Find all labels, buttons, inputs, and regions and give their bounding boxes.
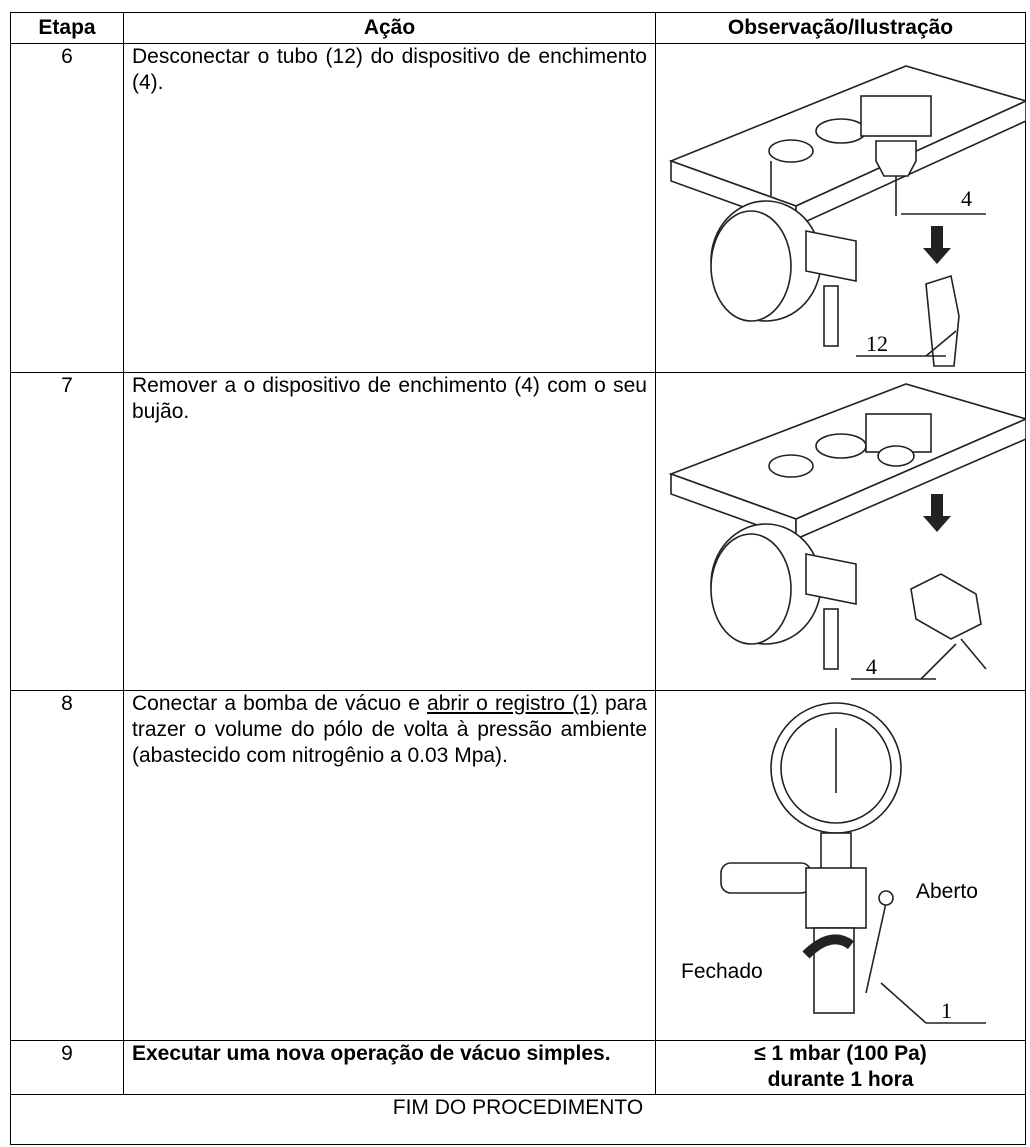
drawing: 1 Aberto Fechado bbox=[681, 702, 986, 1024]
action-text: Conectar a bomba de vácuo e bbox=[132, 692, 428, 715]
footer: FIM DO PROCEDIMENTO bbox=[10, 1094, 1026, 1145]
part-label: 4 bbox=[866, 654, 877, 679]
header-cell: Etapa bbox=[10, 12, 124, 44]
footer-row: FIM DO PROCEDIMENTO bbox=[10, 1094, 1026, 1145]
row: 9 Executar uma nova operação de vácuo si… bbox=[10, 1040, 1026, 1095]
illustration: 1 Aberto Fechado bbox=[655, 690, 1026, 1041]
position-label: Fechado bbox=[681, 960, 763, 983]
step: 8 bbox=[10, 690, 124, 1041]
action-emphasis: abrir o registro (1) bbox=[427, 692, 598, 715]
observation-line: durante 1 hora bbox=[767, 1068, 914, 1091]
observation-line: ≤ 1 mbar (100 Pa) bbox=[754, 1042, 927, 1065]
part-label: 12 bbox=[866, 331, 888, 356]
drawing: 4 12 bbox=[668, 64, 1026, 367]
action: Remover a o dispositivo de enchimento (4… bbox=[123, 372, 656, 691]
action-text: para trazer o volume do pólo de volta à … bbox=[132, 692, 647, 767]
step: 7 bbox=[10, 372, 124, 691]
action: Desconectar o tubo (12) do dispositivo d… bbox=[123, 43, 656, 373]
part-label: 1 bbox=[941, 998, 952, 1023]
row: 6 Desconectar o tubo (12) do dispositivo… bbox=[10, 43, 1026, 373]
position-label: Aberto bbox=[916, 880, 978, 903]
row: 7 Remover a o dispositivo de enchimento … bbox=[10, 372, 1026, 691]
step: 6 bbox=[10, 43, 124, 373]
row: 8 Conectar a bomba de vácuo e abrir o re… bbox=[10, 690, 1026, 1041]
procedure-table: Etapa Ação Observação/Ilustração 6 Desco… bbox=[10, 12, 1026, 1145]
action: Executar uma nova operação de vácuo simp… bbox=[123, 1040, 656, 1095]
drawing: 4 bbox=[668, 383, 1026, 680]
header-cell: Ação bbox=[123, 12, 656, 44]
illustration: 4 12 bbox=[655, 43, 1026, 373]
action: Conectar a bomba de vácuo e abrir o regi… bbox=[123, 690, 656, 1041]
step: 9 bbox=[10, 1040, 124, 1095]
header-row: Etapa Ação Observação/Ilustração bbox=[10, 12, 1026, 44]
illustration: 4 bbox=[655, 372, 1026, 691]
observation: ≤ 1 mbar (100 Pa) durante 1 hora bbox=[655, 1040, 1026, 1095]
header-cell: Observação/Ilustração bbox=[655, 12, 1026, 44]
part-label: 4 bbox=[961, 186, 972, 211]
